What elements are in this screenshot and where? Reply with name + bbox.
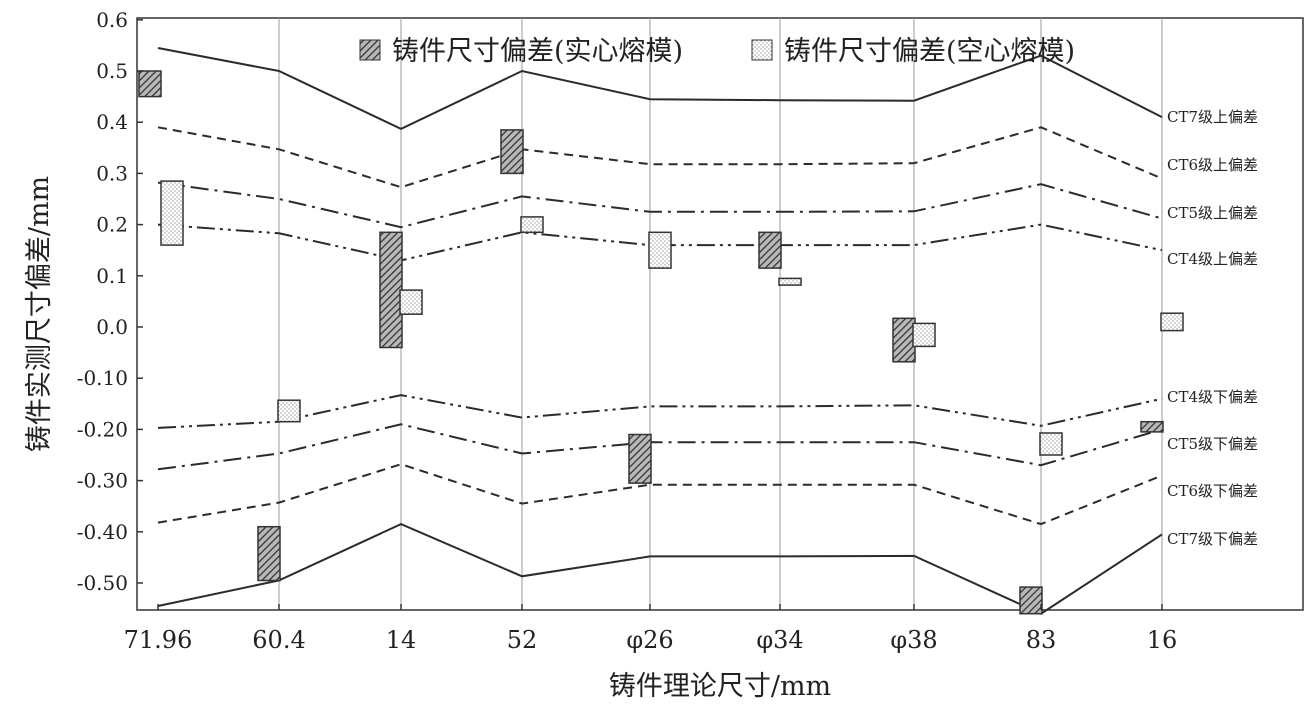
x-tick-label: 14: [386, 626, 417, 654]
bar-hollow-pattern: [520, 216, 544, 234]
tolerance-line-ct5-upper: [157, 181, 1163, 229]
bar-hollow-pattern: [1160, 312, 1184, 332]
bar-solid-pattern: [758, 231, 782, 269]
bar-hollow-pattern: [160, 180, 184, 246]
x-tick-label: 83: [1026, 626, 1057, 654]
tolerance-label-ct5-upper: CT5级上偏差: [1167, 204, 1258, 222]
tolerance-line-ct6-lower: [157, 463, 1163, 526]
bar-solid-pattern: [379, 231, 403, 349]
bar-solid-pattern: [628, 433, 652, 484]
legend: 铸件尺寸偏差(实心熔模) 铸件尺寸偏差(空心熔模): [359, 36, 1075, 67]
y-tick-label: 0.4: [96, 110, 128, 134]
bar-hollow-pattern: [399, 289, 423, 315]
y-tick-label: 0.0: [96, 315, 128, 339]
tolerance-line-ct6-upper: [157, 126, 1163, 189]
tolerance-line-ct5-lower: [157, 423, 1163, 471]
x-tick-label: 60.4: [252, 626, 305, 654]
y-tick-label: -0.30: [77, 469, 128, 493]
tolerance-label-ct6-upper: CT6级上偏差: [1167, 156, 1258, 174]
tolerance-label-ct4-lower: CT4级下偏差: [1167, 388, 1258, 406]
x-tick-label: 16: [1147, 626, 1178, 654]
tolerance-label-ct6-lower: CT6级下偏差: [1167, 482, 1258, 500]
x-tick-label: 71.96: [124, 626, 193, 654]
y-tick-label: -0.10: [77, 366, 128, 390]
y-ticks: 0.6 0.5 0.4 0.3 0.2 0.1 0.0 -0.10 -0.20 -0.30 -0.4…: [77, 8, 143, 595]
bar-hollow-pattern: [912, 322, 936, 348]
y-tick-label: -0.50: [77, 571, 128, 595]
bar-solid-pattern: [1140, 420, 1164, 433]
tolerance-label-ct7-lower: CT7级下偏差: [1167, 530, 1258, 548]
tolerance-line-ct7-lower: [157, 523, 1163, 615]
x-tick-label: 52: [507, 626, 538, 654]
plot-frame: [136, 17, 1304, 611]
bar-solid-pattern: [138, 70, 162, 98]
y-tick-label: -0.20: [77, 417, 128, 441]
y-tick-label: 0.1: [96, 264, 128, 288]
x-axis-title: 铸件理论尺寸/mm: [609, 671, 831, 702]
x-ticks: 71.96 60.4 14 52 φ26 φ34 φ38 83 16: [124, 604, 1178, 654]
tolerance-lines: [157, 47, 1163, 615]
legend-label-solid: 铸件尺寸偏差(实心熔模): [392, 36, 683, 67]
x-tick-label: φ38: [890, 626, 937, 654]
tolerance-label-ct7-upper: CT7级上偏差: [1167, 108, 1258, 126]
bar-hollow-pattern: [1039, 432, 1063, 456]
y-tick-label: 0.5: [96, 59, 128, 83]
bar-solid-pattern: [500, 129, 524, 175]
x-tick-label: φ26: [626, 626, 673, 654]
deviation-bars: [138, 70, 1184, 615]
bar-hollow-pattern: [648, 231, 672, 269]
tolerance-label-ct4-upper: CT4级上偏差: [1167, 250, 1258, 268]
grid-lines: [278, 18, 1163, 610]
bar-solid-pattern: [257, 525, 281, 582]
tolerance-line-ct4-lower: [157, 394, 1163, 429]
y-tick-label: 0.2: [96, 213, 128, 237]
legend-swatch-solid: [359, 39, 381, 61]
bar-solid-pattern: [892, 317, 916, 363]
y-axis-title: 铸件实测尺寸偏差/mm: [24, 176, 55, 452]
tolerance-labels: CT7级上偏差 CT6级上偏差 CT5级上偏差 CT4级上偏差 CT4级下偏差 CT5级下…: [1167, 108, 1258, 548]
legend-label-hollow: 铸件尺寸偏差(空心熔模): [784, 36, 1075, 67]
x-tick-label: φ34: [756, 626, 803, 654]
bar-hollow-pattern: [778, 277, 802, 286]
y-tick-label: 0.3: [96, 161, 128, 185]
y-tick-label: 0.6: [96, 8, 128, 32]
tolerance-line-ct7-upper: [157, 47, 1163, 131]
bar-hollow-pattern: [277, 399, 301, 423]
tolerance-label-ct5-lower: CT5级下偏差: [1167, 435, 1258, 453]
y-tick-label: -0.40: [77, 520, 128, 544]
bar-solid-pattern: [1019, 586, 1043, 615]
legend-swatch-hollow: [751, 39, 773, 61]
